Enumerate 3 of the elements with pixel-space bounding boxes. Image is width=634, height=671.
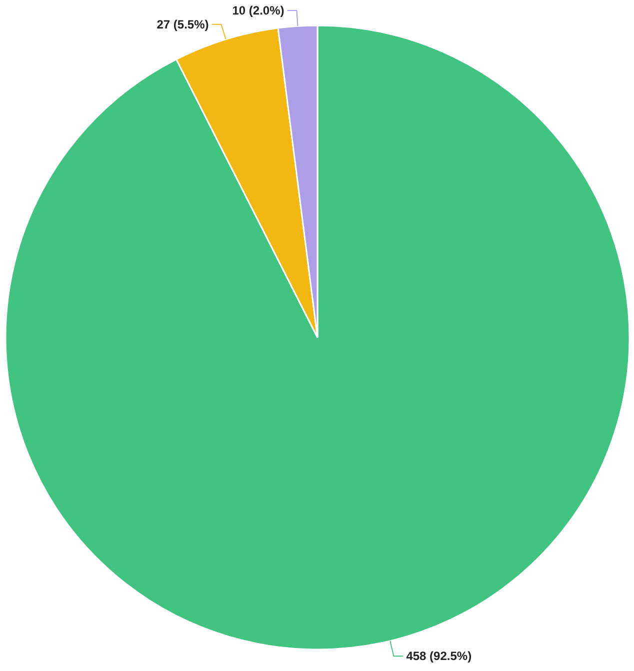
data-label: 27 (5.5%) <box>156 17 209 32</box>
data-label: 10 (2.0%) <box>232 4 284 18</box>
data-label: 458 (92.5%) <box>406 649 472 664</box>
